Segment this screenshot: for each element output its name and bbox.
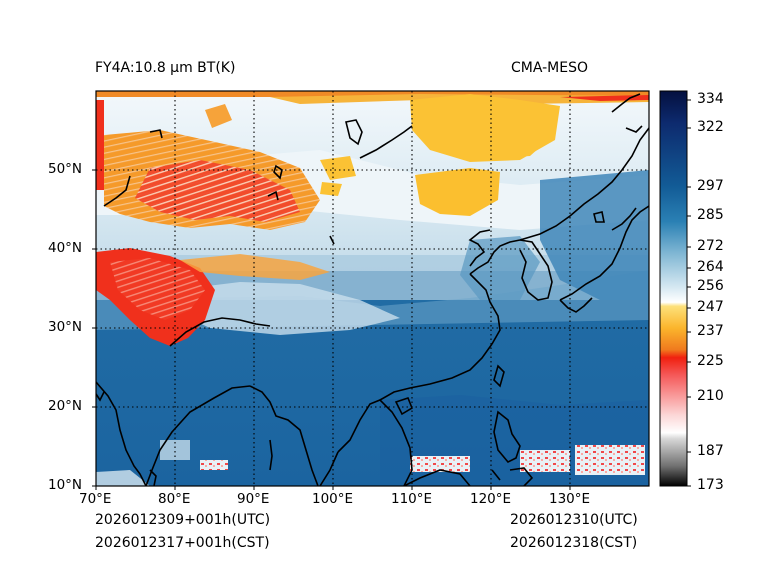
map-title-left: FY4A:10.8 µm BT(K)	[95, 60, 236, 76]
colorbar-label: 272	[697, 238, 724, 254]
colorbar-label: 264	[697, 259, 724, 275]
lon-label-80: 80°E	[158, 491, 191, 507]
colorbar	[660, 91, 687, 486]
lat-label-30: 30°N	[48, 319, 83, 335]
valid-time-utc: 2026012310(UTC)	[510, 512, 638, 528]
lon-label-110: 110°E	[391, 491, 433, 507]
lat-label-10: 10°N	[48, 477, 83, 493]
satellite-image	[96, 91, 649, 486]
lat-label-50: 50°N	[48, 161, 83, 177]
map-frame	[95, 90, 650, 487]
init-time-cst: 2026012317+001h(CST)	[95, 535, 270, 551]
lon-label-90: 90°E	[237, 491, 270, 507]
map-gridlines	[96, 91, 649, 486]
axis-ticks	[92, 169, 571, 490]
colorbar-label: 237	[697, 323, 724, 339]
lon-label-130: 130°E	[549, 491, 591, 507]
colorbar-label: 173	[697, 477, 724, 493]
colorbar-label: 225	[697, 353, 724, 369]
lon-label-100: 100°E	[312, 491, 354, 507]
lon-label-70: 70°E	[79, 491, 112, 507]
lon-label-120: 120°E	[470, 491, 512, 507]
colorbar-label: 210	[697, 388, 724, 404]
map-title-right: CMA-MESO	[511, 60, 589, 76]
colorbar-label: 297	[697, 178, 724, 194]
coastlines	[96, 93, 649, 486]
colorbar-frame	[659, 90, 688, 487]
colorbar-label: 322	[697, 119, 724, 135]
colorbar-label: 334	[697, 91, 724, 107]
colorbar-label: 285	[697, 207, 724, 223]
valid-time-cst: 2026012318(CST)	[510, 535, 638, 551]
colorbar-label: 247	[697, 299, 724, 315]
lat-label-40: 40°N	[48, 240, 83, 256]
colorbar-ticks	[687, 99, 691, 487]
lat-label-20: 20°N	[48, 398, 83, 414]
colorbar-label: 187	[697, 443, 724, 459]
init-time-utc: 2026012309+001h(UTC)	[95, 512, 271, 528]
colorbar-label: 256	[697, 278, 724, 294]
